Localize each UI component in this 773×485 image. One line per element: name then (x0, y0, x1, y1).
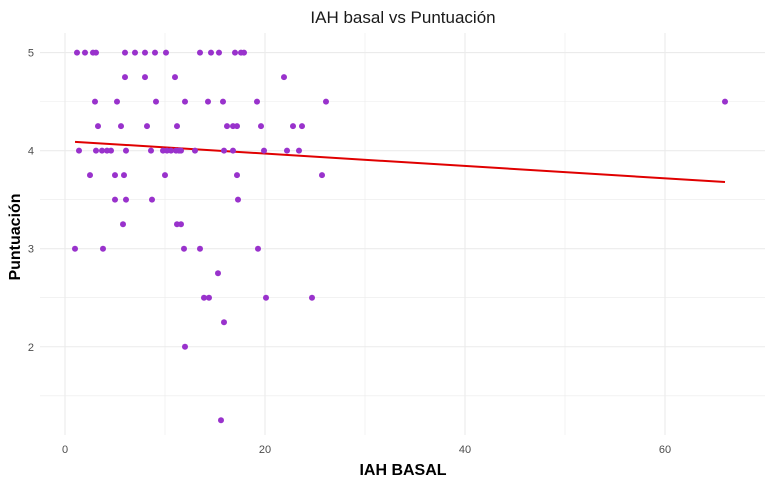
data-point (206, 294, 212, 301)
chart-title: IAH basal vs Puntuación (310, 8, 495, 27)
data-point (123, 196, 129, 203)
data-point (132, 49, 138, 56)
data-point (205, 98, 211, 105)
data-point (232, 49, 238, 56)
data-point (182, 343, 188, 350)
y-tick-label: 5 (28, 48, 34, 60)
data-point (172, 74, 178, 81)
data-point (197, 49, 203, 56)
data-point (192, 147, 198, 154)
data-point (323, 98, 329, 105)
trend-line-group (74, 140, 726, 184)
x-axis-title: IAH BASAL (359, 462, 446, 479)
data-point (215, 270, 221, 277)
data-points (72, 49, 728, 424)
data-point (255, 245, 261, 252)
data-point (178, 221, 184, 228)
data-point (76, 147, 82, 154)
data-point (95, 123, 101, 130)
data-point (224, 123, 230, 130)
data-point (82, 49, 88, 56)
grid-lines (40, 33, 765, 435)
data-point (290, 123, 296, 130)
y-tick-label: 2 (28, 342, 34, 354)
data-point (163, 49, 169, 56)
data-point (281, 74, 287, 81)
x-tick-label: 0 (62, 444, 68, 456)
trend-line (74, 140, 726, 184)
x-tick-label: 20 (259, 444, 271, 456)
data-point (87, 172, 93, 179)
data-point (120, 221, 126, 228)
data-point (178, 147, 184, 154)
data-point (153, 98, 159, 105)
data-point (114, 98, 120, 105)
x-tick-label: 60 (659, 444, 671, 456)
x-tick-label: 40 (459, 444, 471, 456)
data-point (142, 49, 148, 56)
data-point (216, 49, 222, 56)
data-point (201, 294, 207, 301)
data-point (93, 147, 99, 154)
data-point (235, 196, 241, 203)
tick-labels: 0 20 40 60 2 3 4 5 (28, 48, 671, 456)
data-point (220, 98, 226, 105)
data-point (108, 147, 114, 154)
data-point (258, 123, 264, 130)
data-point (168, 147, 174, 154)
data-point (144, 123, 150, 130)
data-point (309, 294, 315, 301)
y-tick-label: 3 (28, 244, 34, 256)
data-point (142, 74, 148, 81)
data-point (221, 147, 227, 154)
data-point (284, 147, 290, 154)
data-point (319, 172, 325, 179)
data-point (100, 245, 106, 252)
data-point (122, 74, 128, 81)
data-point (112, 172, 118, 179)
data-point (299, 123, 305, 130)
data-point (112, 196, 118, 203)
data-point (182, 98, 188, 105)
data-point (230, 147, 236, 154)
data-point (218, 417, 224, 424)
data-point (72, 245, 78, 252)
data-point (261, 147, 267, 154)
y-tick-label: 4 (28, 146, 34, 158)
data-point (722, 98, 728, 105)
data-point (148, 147, 154, 154)
data-point (123, 147, 129, 154)
data-point (174, 123, 180, 130)
data-point (92, 98, 98, 105)
data-point (121, 172, 127, 179)
data-point (181, 245, 187, 252)
y-axis-title: Puntuación (7, 193, 24, 280)
data-point (162, 172, 168, 179)
data-point (118, 123, 124, 130)
data-point (234, 123, 240, 130)
data-point (234, 172, 240, 179)
data-point (152, 49, 158, 56)
data-point (149, 196, 155, 203)
data-point (208, 49, 214, 56)
data-point (122, 49, 128, 56)
data-point (263, 294, 269, 301)
data-point (254, 98, 260, 105)
data-point (74, 49, 80, 56)
data-point (221, 319, 227, 326)
data-point (296, 147, 302, 154)
data-point (93, 49, 99, 56)
data-point (99, 147, 105, 154)
data-point (241, 49, 247, 56)
data-point (197, 245, 203, 252)
